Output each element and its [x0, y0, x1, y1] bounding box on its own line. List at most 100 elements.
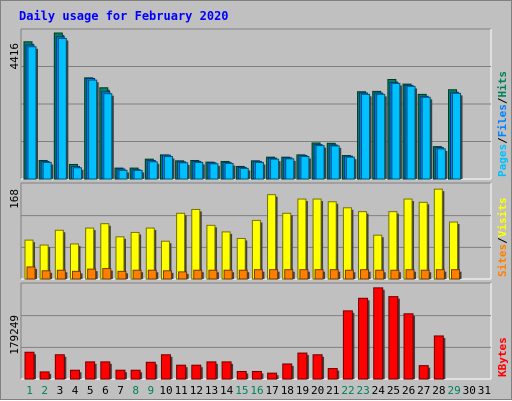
- kbytes-bar: [54, 354, 65, 380]
- x-tick-label-day-12: 12: [190, 384, 203, 397]
- pages-bar: [42, 161, 52, 180]
- kbytes-bar: [251, 370, 262, 380]
- pages-bar: [209, 163, 219, 180]
- pages-bar: [148, 161, 158, 180]
- sites-bar: [41, 270, 51, 280]
- kbytes-bar: [206, 361, 217, 380]
- y-max-tick-label: 4416: [8, 43, 21, 70]
- x-tick-label-day-15: 15: [235, 384, 248, 397]
- kbytes-bar: [312, 354, 323, 380]
- legend-entry: KBytes: [496, 337, 509, 377]
- kbytes-bar: [191, 364, 202, 380]
- legend-entry: Visits: [496, 198, 509, 238]
- sites-bar: [435, 269, 445, 280]
- visits-bar: [418, 201, 428, 280]
- chart-panels: 4416Pages/Files/Hits168Sites/Visits17924…: [8, 28, 509, 397]
- sites-bar: [208, 269, 218, 280]
- x-tick-label-day-25: 25: [387, 384, 400, 397]
- sites-bar: [162, 270, 172, 280]
- kbytes-bar: [418, 365, 429, 380]
- kbytes-bar: [373, 287, 384, 380]
- panel-middle-legend: Sites/Visits: [496, 198, 509, 278]
- kbytes-bar: [282, 363, 293, 380]
- pages-bar: [179, 162, 189, 180]
- kbytes-bar: [176, 364, 187, 380]
- x-tick-label-day-17: 17: [266, 384, 279, 397]
- visits-bar: [282, 212, 292, 280]
- panel-top-legend: Pages/Files/Hits: [496, 71, 509, 177]
- visits-bar: [297, 198, 307, 280]
- x-tick-label-day-24: 24: [372, 384, 386, 397]
- kbytes-bar: [403, 313, 414, 380]
- kbytes-bar: [85, 361, 96, 380]
- pages-bar: [254, 161, 264, 180]
- x-tick-label-day-19: 19: [296, 384, 309, 397]
- pages-bar: [270, 158, 280, 180]
- x-tick-label-day-16: 16: [250, 384, 263, 397]
- x-tick-label-day-26: 26: [402, 384, 415, 397]
- sites-bar: [178, 271, 188, 280]
- pages-bar: [285, 158, 295, 180]
- sites-bar: [390, 269, 400, 280]
- pages-bar: [57, 37, 67, 180]
- sites-bar: [117, 270, 127, 280]
- pages-bar: [239, 167, 249, 180]
- sites-bar: [375, 269, 385, 280]
- sites-bar: [314, 269, 324, 280]
- legend-entry: /: [496, 97, 509, 104]
- kbytes-bar: [100, 361, 111, 380]
- legend-entry: Pages: [496, 144, 509, 177]
- kbytes-bar: [388, 296, 399, 380]
- x-tick-label-day-3: 3: [57, 384, 64, 397]
- pages-bar: [118, 169, 128, 180]
- kbytes-bar: [327, 368, 338, 380]
- pages-bar: [330, 145, 340, 180]
- x-tick-label-day-13: 13: [205, 384, 218, 397]
- x-tick-label-day-18: 18: [281, 384, 294, 397]
- pages-bar: [376, 93, 386, 180]
- sites-bar: [238, 269, 248, 280]
- sites-bar: [451, 269, 461, 280]
- legend-entry: Sites: [496, 244, 509, 277]
- x-tick-label-day-9: 9: [148, 384, 155, 397]
- x-tick-label-day-29: 29: [447, 384, 460, 397]
- pages-bar: [436, 148, 446, 180]
- sites-bar: [26, 266, 36, 280]
- kbytes-bar: [433, 335, 444, 380]
- panel-bottom-legend: KBytes: [496, 337, 509, 377]
- pages-bar: [361, 93, 371, 180]
- pages-bar: [133, 169, 143, 180]
- sites-bar: [223, 269, 233, 280]
- legend-entry: Files: [496, 104, 509, 137]
- x-tick-label-day-22: 22: [341, 384, 354, 397]
- kbytes-bar: [297, 352, 308, 380]
- kbytes-bar: [130, 369, 141, 380]
- visits-bar: [191, 208, 201, 280]
- x-tick-label-day-21: 21: [326, 384, 339, 397]
- x-tick-label-day-5: 5: [87, 384, 94, 397]
- x-tick-label-day-4: 4: [72, 384, 79, 397]
- x-tick-label-day-20: 20: [311, 384, 324, 397]
- x-tick-label-day-7: 7: [117, 384, 124, 397]
- sites-bar: [56, 269, 66, 280]
- sites-bar: [147, 269, 157, 280]
- pages-bar: [315, 145, 325, 180]
- kbytes-bar: [145, 361, 156, 380]
- sites-bar: [193, 269, 203, 280]
- x-tick-label-day-14: 14: [220, 384, 234, 397]
- kbytes-bar: [115, 369, 126, 380]
- legend-entry: /: [496, 237, 509, 244]
- pages-bar: [391, 82, 401, 180]
- sites-bar: [71, 270, 81, 280]
- visits-bar: [327, 201, 337, 280]
- sites-bar: [132, 269, 142, 280]
- x-tick-label-day-23: 23: [357, 384, 370, 397]
- kbytes-bar: [267, 372, 278, 380]
- visits-bar: [312, 198, 322, 280]
- x-tick-label-day-27: 27: [417, 384, 430, 397]
- pages-bar: [194, 161, 204, 180]
- sites-bar: [102, 268, 112, 280]
